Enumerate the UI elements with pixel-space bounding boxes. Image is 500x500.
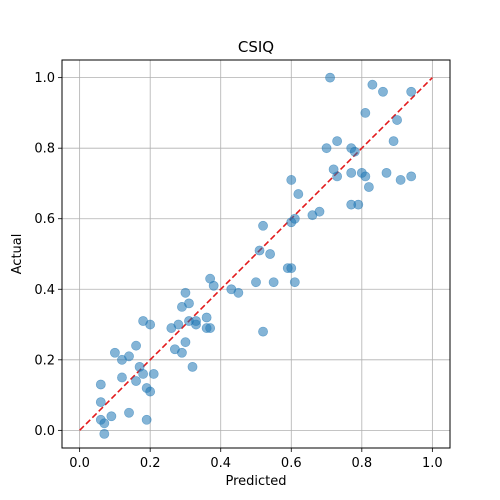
x-tick-label: 0.4 — [210, 456, 231, 471]
data-point — [349, 146, 360, 157]
data-point — [106, 411, 117, 422]
y-tick-label: 0.6 — [34, 212, 55, 227]
data-point — [325, 72, 335, 83]
data-point — [180, 337, 191, 348]
grid-lines — [62, 60, 450, 448]
data-point — [99, 428, 110, 439]
data-point — [353, 199, 364, 210]
data-point — [314, 206, 325, 217]
x-ticks: 0.0 0.2 0.4 0.6 0.8 1.0 — [69, 448, 443, 471]
data-point — [177, 347, 187, 358]
data-point — [131, 340, 141, 351]
data-point — [367, 79, 378, 90]
data-point — [392, 115, 402, 125]
data-point — [145, 319, 156, 330]
data-point — [258, 326, 268, 337]
data-point — [406, 86, 417, 97]
data-point — [381, 167, 392, 178]
y-ticks: 0.0 0.2 0.4 0.6 0.8 1.0 — [34, 71, 62, 439]
y-tick-label: 0.8 — [34, 142, 55, 157]
data-point — [110, 347, 120, 358]
data-point — [395, 175, 406, 185]
data-point — [388, 136, 399, 147]
data-point — [360, 108, 371, 118]
data-point — [286, 263, 297, 274]
data-point — [191, 319, 201, 330]
y-tick-label: 0.2 — [34, 353, 55, 368]
data-point — [141, 414, 152, 425]
x-tick-label: 1.0 — [422, 456, 443, 471]
data-point — [363, 182, 374, 192]
data-point — [180, 287, 191, 298]
data-point — [173, 319, 184, 330]
x-tick-label: 0.0 — [69, 456, 90, 471]
x-axis-label: Predicted — [225, 474, 286, 489]
data-point — [124, 351, 134, 362]
data-point — [131, 376, 141, 386]
data-point — [293, 189, 304, 199]
data-point — [95, 397, 106, 408]
data-point — [268, 277, 279, 288]
x-tick-label: 0.6 — [281, 456, 302, 471]
data-point — [184, 298, 194, 309]
data-point — [187, 361, 198, 372]
data-point — [251, 277, 261, 288]
data-point — [208, 280, 219, 291]
data-point — [360, 171, 371, 182]
y-tick-label: 0.4 — [34, 283, 55, 298]
data-point — [332, 171, 343, 182]
data-point — [254, 245, 265, 256]
data-point — [289, 277, 300, 288]
data-point — [258, 220, 268, 231]
data-point — [145, 386, 156, 397]
data-point — [332, 136, 343, 147]
data-points — [95, 72, 417, 439]
data-point — [406, 171, 417, 182]
data-point — [289, 213, 300, 224]
x-tick-label: 0.8 — [351, 456, 372, 471]
x-tick-label: 0.2 — [140, 456, 161, 471]
data-point — [321, 143, 332, 154]
data-point — [378, 86, 388, 97]
y-axis-label: Actual — [10, 234, 25, 275]
data-point — [346, 167, 357, 178]
data-point — [95, 379, 106, 390]
plot-frame — [61, 59, 451, 449]
data-point — [117, 372, 127, 383]
y-tick-label: 0.0 — [34, 424, 55, 439]
data-point — [201, 312, 212, 323]
data-point — [99, 418, 110, 429]
data-point — [233, 287, 244, 298]
data-point — [286, 175, 297, 185]
data-point — [205, 323, 216, 333]
data-point — [148, 369, 159, 379]
data-point — [138, 369, 149, 379]
y-tick-label: 1.0 — [34, 71, 55, 86]
chart-title: CSIQ — [238, 38, 274, 56]
data-point — [265, 249, 276, 259]
data-point — [124, 407, 134, 418]
